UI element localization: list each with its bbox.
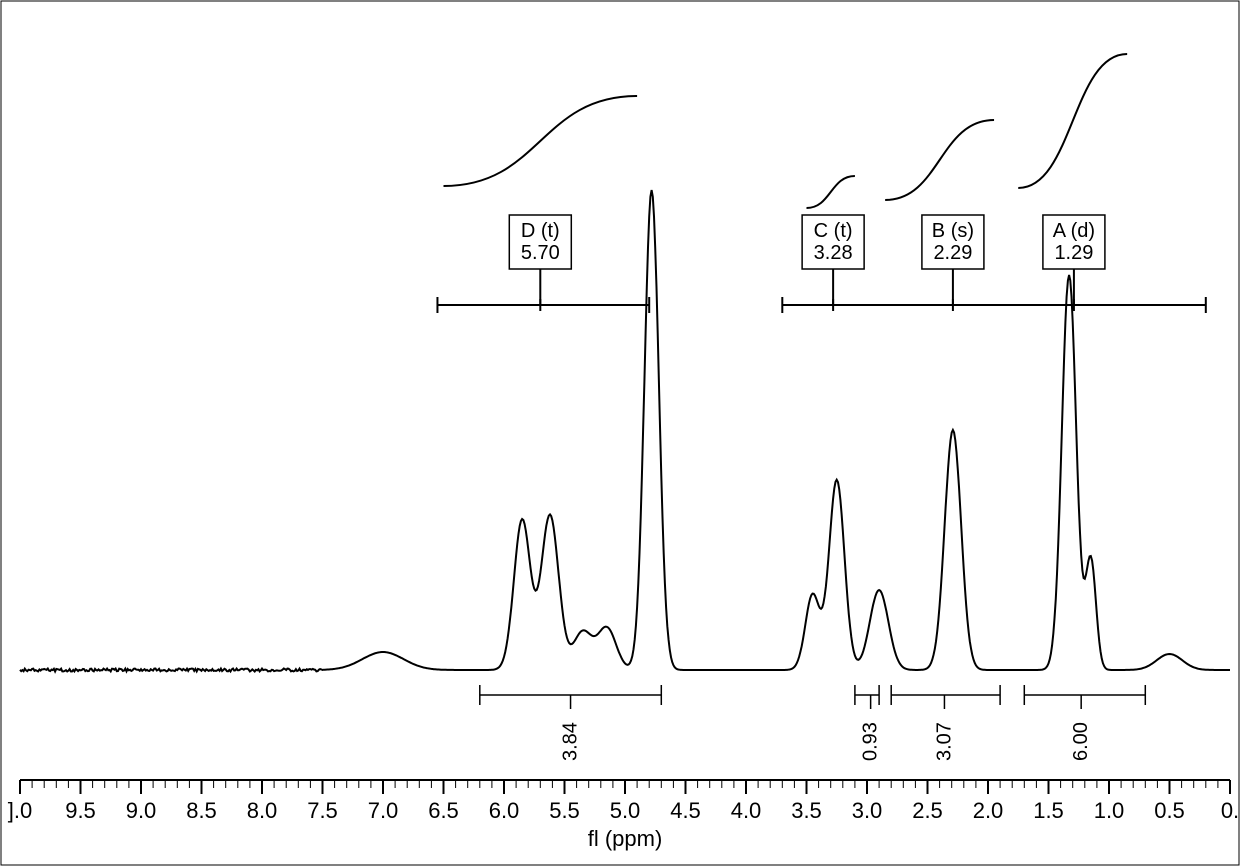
peak-label-id: B (s) bbox=[932, 220, 974, 242]
x-tick-label: 4.0 bbox=[731, 798, 762, 823]
integral-value: 6.00 bbox=[1070, 722, 1092, 761]
integral-curve bbox=[807, 176, 855, 208]
x-tick-label: 9.5 bbox=[65, 798, 96, 823]
x-tick-label: 0.5 bbox=[1154, 798, 1185, 823]
x-tick-label: 4.5 bbox=[670, 798, 701, 823]
peak-label-ppm: 5.70 bbox=[521, 242, 560, 264]
peak-label-id: C (t) bbox=[814, 220, 853, 242]
x-tick-label: 6.5 bbox=[428, 798, 459, 823]
integral-value: 3.84 bbox=[560, 722, 582, 761]
x-tick-label: 1.5 bbox=[1033, 798, 1064, 823]
x-tick-label: 8.5 bbox=[186, 798, 217, 823]
integral-curve bbox=[885, 120, 994, 200]
integral-curve bbox=[1018, 54, 1127, 188]
x-axis-label: fl (ppm) bbox=[588, 826, 663, 851]
x-tick-label: 1.0 bbox=[1094, 798, 1125, 823]
peak-label-ppm: 1.29 bbox=[1054, 242, 1093, 264]
nmr-spectrum-figure: ].0 9.5 9.0 8.5 8.0 7.5 7.0 6.5 6.0 5.5 5.0 4.5 4.0 3… bbox=[0, 0, 1240, 866]
peak-label-ppm: 3.28 bbox=[814, 242, 853, 264]
x-tick-label: 2.0 bbox=[973, 798, 1004, 823]
integral-curve bbox=[444, 96, 638, 186]
peak-label-id: A (d) bbox=[1053, 220, 1095, 242]
peak-label-id: D (t) bbox=[521, 220, 560, 242]
x-tick-label: 2.5 bbox=[912, 798, 943, 823]
x-tick-label: 3.0 bbox=[852, 798, 883, 823]
x-tick-label: 9.0 bbox=[126, 798, 157, 823]
integral-value: 3.07 bbox=[933, 722, 955, 761]
x-tick-label: 5.5 bbox=[549, 798, 580, 823]
x-tick-label: 8.0 bbox=[247, 798, 278, 823]
x-tick-label: 5.0 bbox=[610, 798, 641, 823]
x-tick-label: 0. bbox=[1221, 798, 1239, 823]
x-tick-label: ].0 bbox=[8, 798, 32, 823]
x-tick-label: 7.5 bbox=[307, 798, 338, 823]
integral-value: 0.93 bbox=[860, 722, 882, 761]
x-tick-label: 3.5 bbox=[791, 798, 822, 823]
x-tick-label: 6.0 bbox=[489, 798, 520, 823]
x-tick-label: 7.0 bbox=[368, 798, 399, 823]
peak-label-ppm: 2.29 bbox=[933, 242, 972, 264]
